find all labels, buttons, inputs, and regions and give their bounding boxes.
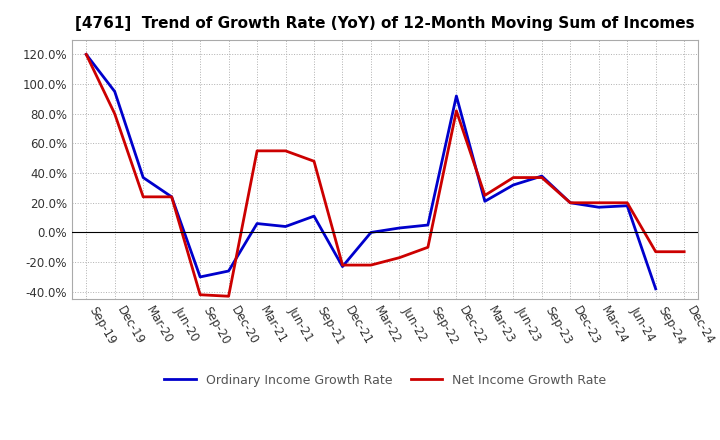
Ordinary Income Growth Rate <box>595 205 603 210</box>
Ordinary Income Growth Rate <box>423 222 432 227</box>
Net Income Growth Rate <box>338 262 347 268</box>
Title: [4761]  Trend of Growth Rate (YoY) of 12-Month Moving Sum of Incomes: [4761] Trend of Growth Rate (YoY) of 12-… <box>76 16 695 32</box>
Ordinary Income Growth Rate <box>338 264 347 269</box>
Net Income Growth Rate <box>225 293 233 299</box>
Ordinary Income Growth Rate <box>509 182 518 187</box>
Ordinary Income Growth Rate <box>566 200 575 205</box>
Net Income Growth Rate <box>82 52 91 57</box>
Net Income Growth Rate <box>167 194 176 199</box>
Net Income Growth Rate <box>566 200 575 205</box>
Net Income Growth Rate <box>282 148 290 154</box>
Net Income Growth Rate <box>253 148 261 154</box>
Ordinary Income Growth Rate <box>110 89 119 94</box>
Ordinary Income Growth Rate <box>537 173 546 179</box>
Net Income Growth Rate <box>537 175 546 180</box>
Net Income Growth Rate <box>423 245 432 250</box>
Line: Ordinary Income Growth Rate: Ordinary Income Growth Rate <box>86 55 656 289</box>
Line: Net Income Growth Rate: Net Income Growth Rate <box>86 55 684 296</box>
Net Income Growth Rate <box>110 111 119 117</box>
Net Income Growth Rate <box>395 255 404 260</box>
Net Income Growth Rate <box>509 175 518 180</box>
Ordinary Income Growth Rate <box>310 213 318 219</box>
Net Income Growth Rate <box>480 193 489 198</box>
Net Income Growth Rate <box>452 108 461 114</box>
Ordinary Income Growth Rate <box>395 225 404 231</box>
Ordinary Income Growth Rate <box>196 274 204 279</box>
Ordinary Income Growth Rate <box>623 203 631 209</box>
Ordinary Income Growth Rate <box>652 286 660 291</box>
Ordinary Income Growth Rate <box>452 93 461 99</box>
Net Income Growth Rate <box>595 200 603 205</box>
Net Income Growth Rate <box>680 249 688 254</box>
Net Income Growth Rate <box>196 292 204 297</box>
Legend: Ordinary Income Growth Rate, Net Income Growth Rate: Ordinary Income Growth Rate, Net Income … <box>159 369 611 392</box>
Ordinary Income Growth Rate <box>480 198 489 204</box>
Ordinary Income Growth Rate <box>139 175 148 180</box>
Net Income Growth Rate <box>139 194 148 199</box>
Ordinary Income Growth Rate <box>282 224 290 229</box>
Ordinary Income Growth Rate <box>82 52 91 57</box>
Ordinary Income Growth Rate <box>253 221 261 226</box>
Ordinary Income Growth Rate <box>167 194 176 199</box>
Ordinary Income Growth Rate <box>225 268 233 274</box>
Net Income Growth Rate <box>623 200 631 205</box>
Net Income Growth Rate <box>366 262 375 268</box>
Net Income Growth Rate <box>652 249 660 254</box>
Net Income Growth Rate <box>310 158 318 164</box>
Ordinary Income Growth Rate <box>366 230 375 235</box>
